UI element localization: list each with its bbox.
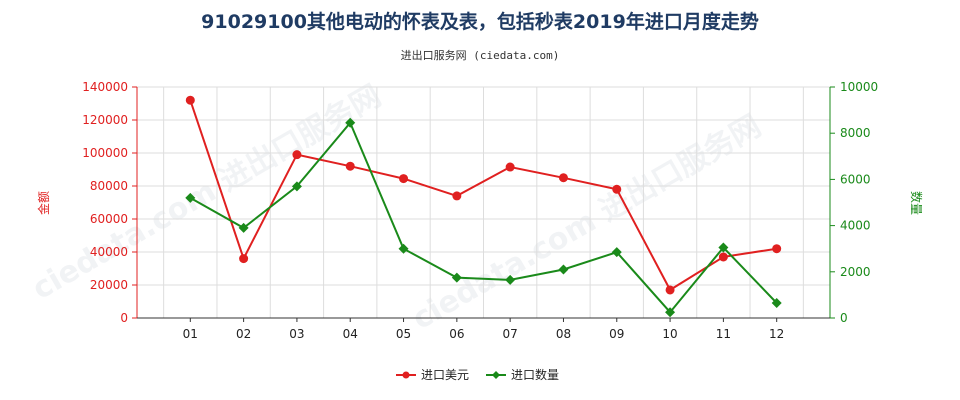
data-point-0-9 xyxy=(665,285,675,295)
right-tick-label: 4000 xyxy=(840,219,871,233)
series-line-1 xyxy=(189,120,778,314)
x-tick-label: 04 xyxy=(343,327,358,341)
left-tick-label: 60000 xyxy=(90,212,128,226)
x-tick-label: 10 xyxy=(662,327,677,341)
data-point-1-5 xyxy=(451,272,462,283)
data-point-0-11 xyxy=(772,244,782,254)
x-tick-label: 02 xyxy=(236,327,251,341)
series-1 xyxy=(185,117,782,318)
series-0 xyxy=(185,95,782,295)
left-tick-label: 100000 xyxy=(82,146,128,160)
series-line-0 xyxy=(189,99,777,292)
svg-text:ciedata.com 进出口服务网: ciedata.com 进出口服务网 xyxy=(407,109,768,337)
x-tick-label: 09 xyxy=(609,327,624,341)
x-tick-label: 01 xyxy=(183,327,198,341)
data-point-0-7 xyxy=(558,173,568,183)
data-point-0-2 xyxy=(292,150,302,160)
left-tick-label: 140000 xyxy=(82,80,128,94)
data-point-1-10 xyxy=(718,242,729,253)
grid-lines xyxy=(137,86,830,319)
legend-item-import-qty[interactable]: 进口数量 xyxy=(486,367,559,382)
left-axis-ticks: 0 20000 40000 60000 80000 100000 120000 140000 xyxy=(82,80,137,325)
x-tick-label: 05 xyxy=(396,327,411,341)
legend-marker-import-qty xyxy=(492,371,500,379)
data-point-1-7 xyxy=(558,264,569,275)
right-tick-label: 6000 xyxy=(840,172,871,186)
data-point-0-6 xyxy=(505,162,515,172)
x-tick-label: 08 xyxy=(556,327,571,341)
svg-text:ciedata.com 进出口服务网: ciedata.com 进出口服务网 xyxy=(27,79,388,307)
x-axis-ticks: 01 02 03 04 05 06 07 08 09 10 11 12 xyxy=(183,318,784,341)
left-tick-label: 80000 xyxy=(90,179,128,193)
left-tick-label: 20000 xyxy=(90,278,128,292)
chart-subtitle: 进出口服务网 (ciedata.com) xyxy=(401,48,560,62)
data-point-1-8 xyxy=(611,247,622,258)
legend-label-import-usd: 进口美元 xyxy=(421,368,469,382)
right-tick-label: 8000 xyxy=(840,126,871,140)
x-tick-label: 06 xyxy=(449,327,464,341)
legend-marker-import-usd xyxy=(402,371,410,379)
data-point-1-3 xyxy=(345,117,356,128)
data-point-0-0 xyxy=(185,95,195,105)
left-tick-label: 120000 xyxy=(82,113,128,127)
y-axis-left-label: 金额 xyxy=(36,191,51,215)
data-point-1-11 xyxy=(771,297,782,308)
right-tick-label: 0 xyxy=(840,311,848,325)
axes xyxy=(136,87,831,319)
data-point-1-6 xyxy=(505,274,516,285)
legend: 进口美元 进口数量 xyxy=(396,367,559,382)
y-axis-right-label: 数量 xyxy=(909,191,924,215)
right-axis-ticks: 0 2000 4000 6000 8000 10000 xyxy=(830,80,878,325)
data-point-0-1 xyxy=(239,254,249,264)
series-layer xyxy=(185,95,782,318)
right-tick-label: 2000 xyxy=(840,265,871,279)
right-tick-label: 10000 xyxy=(840,80,878,94)
left-tick-label: 40000 xyxy=(90,245,128,259)
x-tick-label: 12 xyxy=(769,327,784,341)
data-point-0-3 xyxy=(345,161,355,171)
data-point-0-8 xyxy=(612,184,622,194)
chart-title: 91029100其他电动的怀表及表，包括秒表2019年进口月度走势 xyxy=(201,10,759,33)
watermark-layer: ciedata.com 进出口服务网 ciedata.com 进出口服务网 xyxy=(27,79,768,337)
legend-item-import-usd[interactable]: 进口美元 xyxy=(396,368,469,382)
data-point-1-0 xyxy=(185,192,196,203)
data-point-1-1 xyxy=(238,222,249,233)
data-point-0-5 xyxy=(452,191,462,201)
legend-label-import-qty: 进口数量 xyxy=(511,367,559,382)
data-point-1-2 xyxy=(291,181,302,192)
data-point-1-4 xyxy=(398,243,409,254)
data-point-0-10 xyxy=(718,252,728,262)
left-tick-label: 0 xyxy=(120,311,128,325)
data-point-1-9 xyxy=(665,307,676,318)
data-point-0-4 xyxy=(399,174,409,184)
x-tick-label: 11 xyxy=(716,327,731,341)
x-tick-label: 07 xyxy=(503,327,518,341)
x-tick-label: 03 xyxy=(289,327,304,341)
